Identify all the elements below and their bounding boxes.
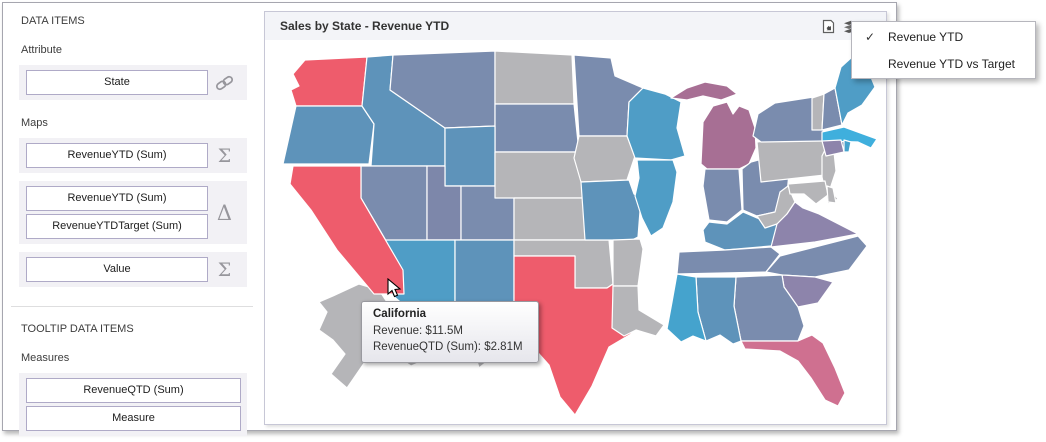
state-NM[interactable] [454, 239, 515, 307]
state-WA[interactable] [290, 56, 368, 107]
state-MD[interactable] [787, 180, 829, 205]
mouse-cursor-icon [387, 278, 402, 298]
state-MI[interactable] [700, 101, 757, 170]
delta-bottom-button[interactable]: RevenueYTDTarget (Sum) [26, 214, 208, 239]
state-WY[interactable] [444, 125, 496, 187]
state-CT[interactable] [821, 139, 845, 157]
panel-caption: Sales by State - Revenue YTD ▼ [265, 12, 886, 40]
menu-item-revenue-ytd[interactable]: ✓ Revenue YTD [852, 23, 1035, 50]
maps-label: Maps [21, 117, 48, 129]
attribute-label: Attribute [21, 44, 62, 56]
attribute-group: State [19, 65, 247, 100]
measure-button[interactable]: Measure [26, 406, 241, 431]
menu-item-revenue-ytd-vs-target[interactable]: Revenue YTD vs Target [888, 56, 1015, 71]
state-TN[interactable] [676, 246, 781, 275]
state-CA[interactable] [289, 165, 405, 295]
state-ND[interactable] [494, 50, 575, 105]
data-items-title: DATA ITEMS [21, 15, 85, 27]
state-AR[interactable] [612, 238, 644, 287]
sidebar-divider [11, 306, 253, 307]
tooltip-revenue: Revenue: $11.5M [373, 325, 463, 337]
state-OR[interactable] [282, 105, 375, 165]
state-MI-upper[interactable] [670, 81, 738, 101]
value-button[interactable]: Value [26, 257, 208, 282]
state-VA[interactable] [770, 201, 859, 248]
state-LA[interactable] [611, 285, 665, 337]
tooltip-revenueqtd: RevenueQTD (Sum): $2.81M [373, 341, 523, 354]
revenueqtd-sum-button[interactable]: RevenueQTD (Sum) [26, 378, 241, 403]
state-IN[interactable] [702, 168, 743, 223]
panel-title: Sales by State - Revenue YTD [280, 19, 450, 33]
delta-icon: Δ [216, 200, 233, 225]
sigma-icon: Σ [217, 144, 232, 167]
maps-sum-group: RevenueYTD (Sum) Σ [19, 138, 247, 173]
state-RI[interactable] [843, 139, 852, 153]
state-DE[interactable] [826, 185, 837, 204]
values-dropdown-menu: ✓ Revenue YTD Revenue YTD vs Target [851, 21, 1036, 79]
sigma-icon: Σ [217, 258, 232, 281]
state-MS[interactable] [666, 273, 707, 343]
maps-delta-group: RevenueYTD (Sum) RevenueYTDTarget (Sum) … [19, 181, 247, 244]
tooltip-measures-group: RevenueQTD (Sum) Measure [19, 373, 247, 436]
map-tooltip: California Revenue: $11.5M RevenueQTD (S… [361, 301, 539, 364]
tooltip-state-name: California [373, 308, 427, 320]
dashboard-window: DATA ITEMS Attribute State Maps RevenueY… [2, 2, 897, 436]
data-items-sidebar: DATA ITEMS Attribute State Maps RevenueY… [3, 3, 261, 436]
map-panel: Sales by State - Revenue YTD ▼ [264, 11, 887, 425]
maps-value-group: Value Σ [19, 252, 247, 287]
us-choropleth-map [275, 44, 895, 424]
link-icon[interactable] [208, 75, 241, 91]
check-icon: ✓ [864, 29, 876, 44]
measures-label: Measures [21, 352, 70, 364]
tooltip-data-items-title: TOOLTIP DATA ITEMS [21, 323, 134, 335]
state-KS[interactable] [513, 197, 588, 241]
state-IA[interactable] [573, 135, 636, 183]
state-FL[interactable] [740, 334, 846, 407]
state-WI[interactable] [626, 87, 686, 161]
state-IL[interactable] [634, 159, 678, 237]
state-SD[interactable] [494, 103, 580, 153]
export-image-icon[interactable] [820, 18, 836, 34]
delta-top-button[interactable]: RevenueYTD (Sum) [26, 186, 208, 211]
state-button[interactable]: State [26, 70, 208, 95]
revenueytd-sum-button[interactable]: RevenueYTD (Sum) [26, 143, 208, 168]
